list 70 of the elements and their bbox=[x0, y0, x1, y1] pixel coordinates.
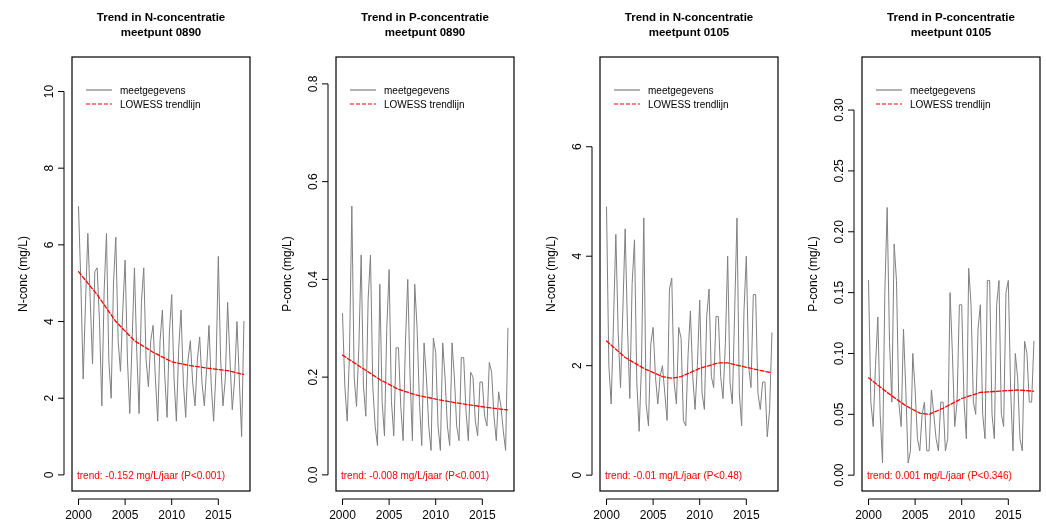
x-tick-label: 2005 bbox=[111, 508, 139, 521]
line-series bbox=[77, 271, 245, 376]
x-tick-label: 2000 bbox=[329, 508, 357, 521]
y-tick-label: 0.20 bbox=[832, 219, 846, 244]
y-tick-label: 0.05 bbox=[832, 402, 846, 427]
y-axis-title: P-conc (mg/L) bbox=[806, 236, 820, 312]
y-axis-title: N-conc (mg/L) bbox=[544, 235, 558, 313]
legend-label: meetgegevens bbox=[384, 85, 450, 96]
line-series bbox=[868, 206, 1035, 464]
annotation: trend: -0.008 mg/L/jaar (P<0.001) bbox=[341, 470, 490, 481]
x-tick-label: 2000 bbox=[855, 508, 883, 521]
legend-label: LOWESS trendlijn bbox=[910, 99, 991, 110]
line-series bbox=[606, 206, 773, 438]
y-tick-label: 0 bbox=[42, 471, 56, 479]
y-tick-label: 0.4 bbox=[306, 270, 320, 288]
legend-label: LOWESS trendlijn bbox=[384, 99, 465, 110]
y-axis-title: P-conc (mg/L) bbox=[280, 236, 294, 312]
y-tick-label: 0.00 bbox=[832, 463, 846, 487]
line-series bbox=[342, 205, 509, 451]
x-tick-label: 2000 bbox=[593, 508, 621, 521]
legend-label: meetgegevens bbox=[910, 85, 976, 96]
chart-title: Trend in N-concentratie bbox=[624, 11, 754, 23]
x-tick-label: 2015 bbox=[994, 508, 1022, 521]
legend-label: meetgegevens bbox=[120, 85, 186, 96]
y-tick-label: 0.15 bbox=[832, 280, 846, 305]
chart-subtitle: meetpunt 0890 bbox=[384, 26, 466, 38]
y-tick-label: 6 bbox=[42, 241, 56, 249]
x-tick-label: 2010 bbox=[686, 508, 714, 521]
y-tick-label: 0.25 bbox=[832, 158, 846, 183]
y-tick-label: 2 bbox=[570, 362, 584, 370]
line-series bbox=[341, 354, 509, 411]
y-tick-label: 0 bbox=[570, 471, 584, 479]
y-tick-label: 0.0 bbox=[306, 466, 320, 484]
x-tick-label: 2015 bbox=[468, 508, 496, 521]
y-tick-label: 0.6 bbox=[306, 172, 320, 190]
x-tick-label: 2015 bbox=[204, 508, 232, 521]
x-tick-label: 2005 bbox=[901, 508, 929, 521]
y-tick-label: 10 bbox=[42, 84, 56, 99]
annotation: trend: 0.001 mg/L/jaar (P<0.346) bbox=[867, 470, 1012, 481]
legend-label: LOWESS trendlijn bbox=[120, 99, 201, 110]
line-series bbox=[867, 377, 1035, 415]
x-tick-label: 2005 bbox=[375, 508, 403, 521]
y-tick-label: 0.2 bbox=[306, 368, 320, 386]
y-tick-label: 2 bbox=[42, 394, 56, 402]
chart-subtitle: meetpunt 0890 bbox=[120, 26, 202, 38]
x-tick-label: 2005 bbox=[639, 508, 667, 521]
chart-title: Trend in P-concentratie bbox=[361, 11, 489, 23]
x-tick-label: 2010 bbox=[948, 508, 976, 521]
x-tick-label: 2010 bbox=[422, 508, 450, 521]
y-tick-label: 8 bbox=[42, 164, 56, 172]
y-tick-label: 6 bbox=[570, 143, 584, 151]
y-tick-label: 4 bbox=[570, 252, 584, 260]
legend-label: meetgegevens bbox=[648, 85, 714, 96]
y-axis-title: N-conc (mg/L) bbox=[16, 235, 30, 313]
x-tick-label: 2015 bbox=[732, 508, 760, 521]
y-tick-label: 0.30 bbox=[832, 98, 846, 122]
annotation: trend: -0.01 mg/L/jaar (P<0.48) bbox=[605, 470, 743, 481]
line-series bbox=[78, 206, 245, 438]
x-tick-label: 2000 bbox=[65, 508, 93, 521]
chart-subtitle: meetpunt 0105 bbox=[910, 26, 992, 38]
x-tick-label: 2010 bbox=[158, 508, 186, 521]
line-series bbox=[605, 340, 773, 379]
annotation: trend: -0.152 mg/L/jaar (P<0.001) bbox=[77, 470, 226, 481]
y-tick-label: 0.10 bbox=[832, 341, 846, 366]
y-tick-label: 0.8 bbox=[306, 75, 320, 93]
legend-label: LOWESS trendlijn bbox=[648, 99, 729, 110]
chart-subtitle: meetpunt 0105 bbox=[648, 26, 730, 38]
y-tick-label: 4 bbox=[42, 317, 56, 325]
chart-title: Trend in P-concentratie bbox=[887, 11, 1015, 23]
chart-title: Trend in N-concentratie bbox=[96, 11, 226, 23]
